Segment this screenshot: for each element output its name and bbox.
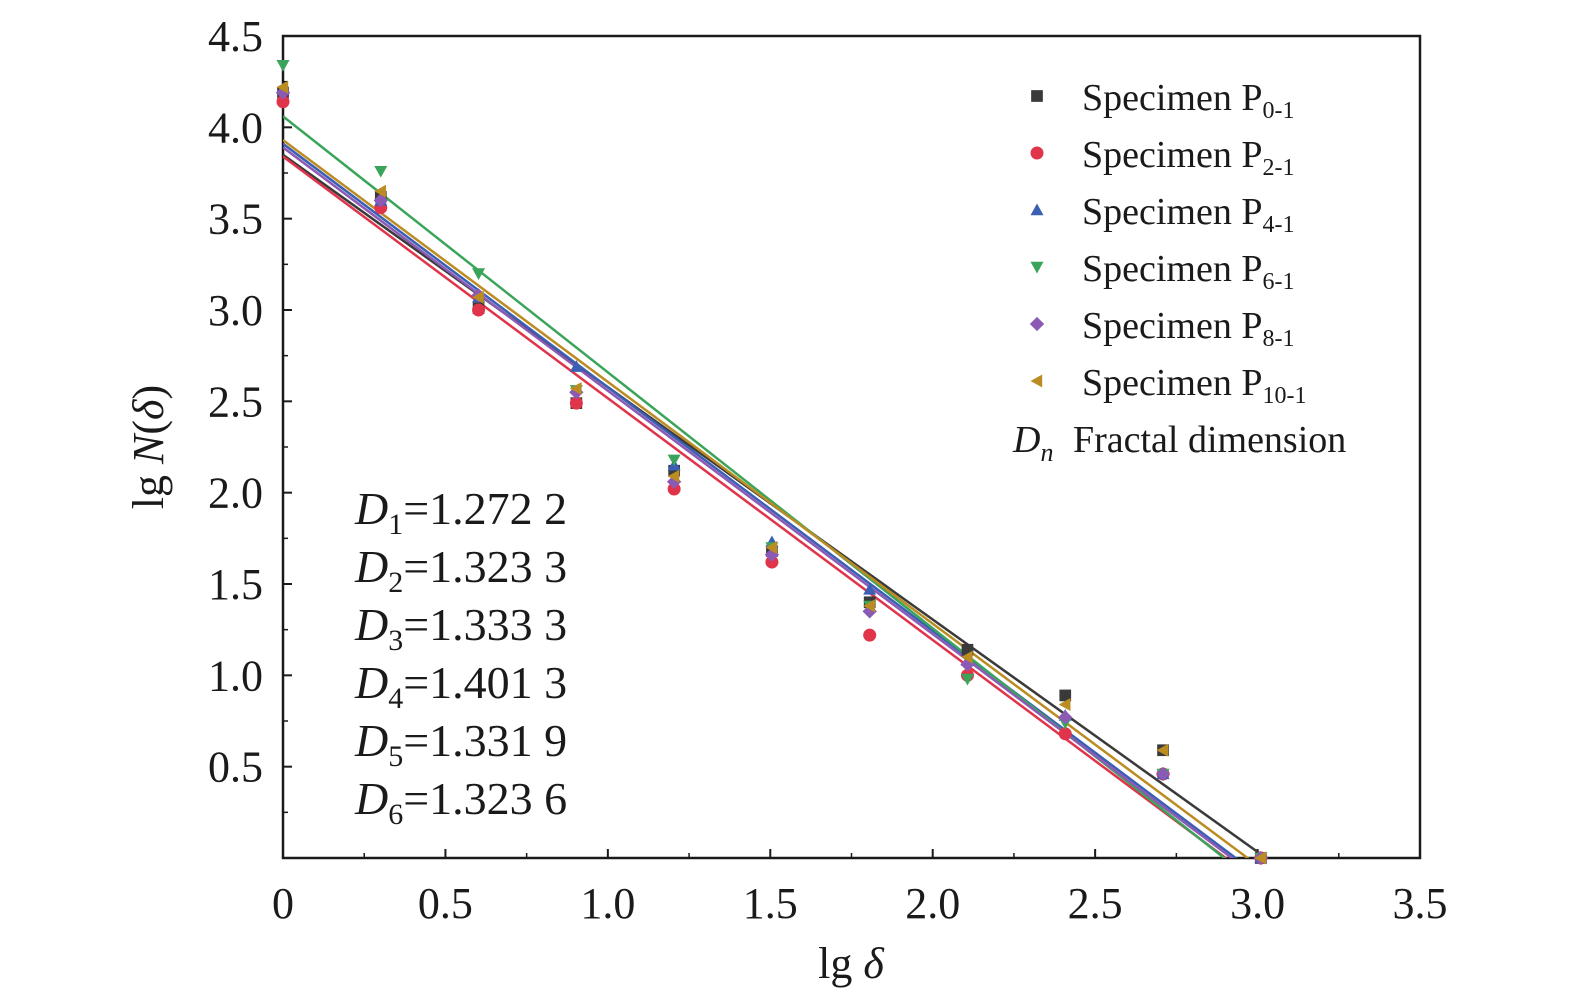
x-axis-label: lg δ [818, 939, 885, 988]
legend-label: Specimen P0-1 [1082, 77, 1294, 124]
legend-marker [1030, 261, 1044, 274]
data-point-series-1 [1059, 689, 1072, 702]
data-point-series-5 [666, 474, 682, 489]
data-point-series-6 [765, 540, 778, 554]
data-point-series-3 [863, 582, 877, 595]
data-point-series-6 [1156, 743, 1169, 757]
legend-fractal-dimension: Dn Fractal dimension [1012, 419, 1346, 467]
data-point-series-2 [667, 482, 681, 496]
data-point-series-2 [569, 396, 583, 410]
tick-layer: 0 0.5 1.0 1.5 2.0 2.5 3.0 3.5 0.5 1.0 1.5 2.0 2.5 3.0… [208, 12, 1448, 928]
fractal-dimension-value: D4=1.401 3 [354, 657, 567, 715]
data-point-series-5 [275, 85, 291, 100]
data-point-series-2 [765, 555, 779, 569]
data-point-series-6 [276, 80, 289, 94]
data-point-series-1 [961, 643, 974, 656]
data-point-series-6 [1254, 851, 1267, 865]
legend-label: Specimen P6-1 [1082, 248, 1294, 295]
y-tick-label: 2.5 [208, 377, 263, 426]
data-point-series-5 [1155, 766, 1171, 782]
y-tick-label: 4.0 [208, 103, 263, 152]
legend-marker [1030, 374, 1043, 388]
y-tick-label: 1.5 [208, 560, 263, 609]
x-tick-label: 2.5 [1068, 879, 1123, 928]
fit-line-series-2 [283, 155, 1228, 858]
data-point-series-6 [1058, 698, 1071, 712]
x-tick-label: 3.5 [1393, 879, 1448, 928]
data-point-series-6 [472, 290, 484, 304]
x-tick-label: 3.0 [1230, 879, 1285, 928]
data-point-series-4 [374, 165, 388, 178]
data-point-series-2 [1058, 727, 1072, 741]
legend-marker [1031, 90, 1043, 102]
data-point-series-6 [569, 382, 582, 396]
data-point-series-4 [960, 673, 974, 686]
legend: Specimen P0-1 Specimen P2-1 Specimen P4-1 S… [1012, 77, 1346, 467]
legend-label: Specimen P2-1 [1082, 134, 1294, 181]
x-tick-label: 1.0 [580, 879, 635, 928]
fractal-dimension-value: D3=1.333 3 [354, 599, 567, 657]
data-point-series-4 [276, 60, 290, 72]
fractal-dimension-value: D1=1.272 2 [354, 483, 567, 541]
legend-label: Specimen P4-1 [1082, 191, 1294, 238]
legend-marker [1029, 316, 1045, 332]
data-point-series-4 [667, 454, 681, 467]
data-point-series-6 [374, 184, 386, 198]
y-tick-label: 0.5 [208, 743, 263, 792]
legend-marker [1030, 146, 1044, 160]
fractal-dimension-value: D5=1.331 9 [354, 715, 567, 773]
y-tick-label: 1.0 [208, 651, 263, 700]
x-tick-label: 0 [272, 879, 294, 928]
legend-marker [1030, 203, 1044, 216]
x-tick-label: 1.5 [743, 879, 798, 928]
fit-line-series-6 [283, 139, 1250, 858]
fractal-dimension-value: D6=1.323 6 [354, 773, 567, 831]
x-tick-label: 0.5 [418, 879, 473, 928]
data-point-series-6 [667, 469, 680, 483]
y-tick-label: 3.0 [208, 286, 263, 335]
y-axis-label: lg N(δ) [124, 385, 173, 509]
x-tick-label: 2.0 [905, 879, 960, 928]
fit-line-series-3 [283, 142, 1238, 858]
legend-label: Specimen P8-1 [1082, 305, 1294, 352]
y-tick-label: 3.5 [208, 195, 263, 244]
data-point-series-2 [863, 628, 877, 642]
data-point-series-2 [276, 95, 290, 109]
y-tick-label: 2.0 [208, 469, 263, 518]
fractal-dimension-value: D2=1.323 3 [354, 541, 567, 599]
data-points-layer [275, 60, 1268, 866]
fit-lines-layer [283, 115, 1269, 858]
y-tick-label: 4.5 [208, 12, 263, 61]
data-point-series-6 [960, 650, 973, 664]
data-point-series-2 [472, 303, 486, 317]
data-point-series-5 [1058, 710, 1073, 725]
fractal-dimension-values: D1=1.272 2D2=1.323 3D3=1.333 3D4=1.401 3… [354, 483, 567, 831]
fit-line-series-5 [283, 146, 1234, 858]
data-point-series-1 [668, 464, 680, 477]
data-point-series-4 [472, 268, 486, 280]
data-point-series-6 [863, 599, 875, 613]
legend-label: Specimen P10-1 [1082, 362, 1306, 409]
data-point-series-3 [569, 360, 583, 372]
